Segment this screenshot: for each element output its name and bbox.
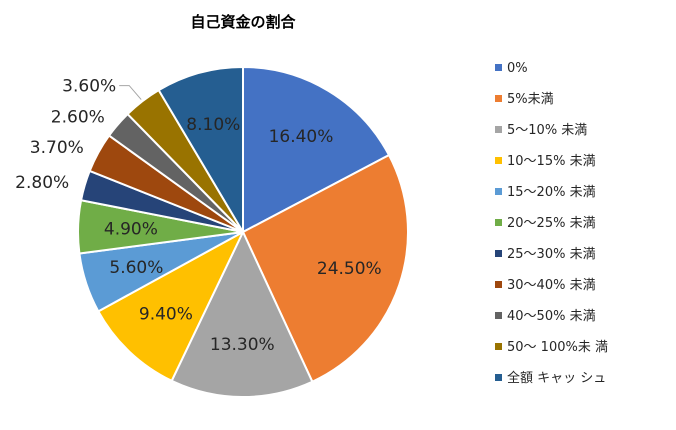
legend-swatch bbox=[495, 312, 502, 319]
data-label: 2.60% bbox=[51, 108, 105, 128]
legend-label: 15～20% 未満 bbox=[507, 185, 596, 200]
legend-swatch bbox=[495, 188, 502, 195]
data-label: 3.60% bbox=[62, 77, 116, 97]
data-label: 8.10% bbox=[186, 115, 240, 135]
legend-swatch bbox=[495, 64, 502, 71]
legend-swatch bbox=[495, 374, 502, 381]
chart-title: 自己資金の割合 bbox=[190, 13, 296, 31]
pie-slice bbox=[96, 229, 246, 383]
legend-label: 5%未満 bbox=[507, 92, 554, 107]
pie-slice bbox=[170, 229, 314, 398]
legend-swatch bbox=[495, 250, 502, 257]
data-label: 16.40% bbox=[269, 127, 334, 147]
pie-slice bbox=[242, 65, 391, 234]
pie-slice bbox=[241, 153, 409, 384]
legend-label: 10～15% 未満 bbox=[507, 154, 596, 169]
legend-swatch bbox=[495, 281, 502, 288]
legend-label: 全額 キャッ シュ bbox=[507, 370, 606, 386]
leader-line bbox=[119, 85, 142, 100]
legend-label: 40～50% 未満 bbox=[507, 309, 596, 324]
legend-label: 5～10% 未満 bbox=[507, 123, 587, 138]
data-label: 13.30% bbox=[210, 335, 275, 355]
leader-lines bbox=[119, 85, 142, 100]
legend-swatch bbox=[495, 219, 502, 226]
data-label: 3.70% bbox=[30, 138, 84, 158]
legend-label: 50～ 100%未 満 bbox=[507, 340, 608, 355]
data-label: 24.50% bbox=[317, 259, 382, 279]
legend-swatch bbox=[495, 95, 502, 102]
legend-label: 0% bbox=[507, 61, 528, 76]
data-label: 2.80% bbox=[15, 173, 69, 193]
legend-label: 30～40% 未満 bbox=[507, 278, 596, 293]
data-label: 9.40% bbox=[139, 305, 193, 325]
data-label: 5.60% bbox=[109, 258, 163, 278]
pie-slices bbox=[77, 65, 409, 398]
data-labels: 16.40% 24.50% 13.30% 9.40% 5.60% 4.90% 2.80% 3.… bbox=[15, 77, 382, 356]
legend-swatch bbox=[495, 126, 502, 133]
legend-swatch bbox=[495, 157, 502, 164]
data-label: 4.90% bbox=[104, 220, 158, 240]
legend-label: 20～25% 未満 bbox=[507, 216, 596, 231]
legend: 0% 5%未満 5～10% 未満 10～15% 未満 15～20% 未満 20～25% 未… bbox=[495, 61, 608, 386]
pie-slice bbox=[157, 65, 244, 236]
legend-swatch bbox=[495, 343, 502, 350]
legend-label: 25～30% 未満 bbox=[507, 247, 596, 262]
